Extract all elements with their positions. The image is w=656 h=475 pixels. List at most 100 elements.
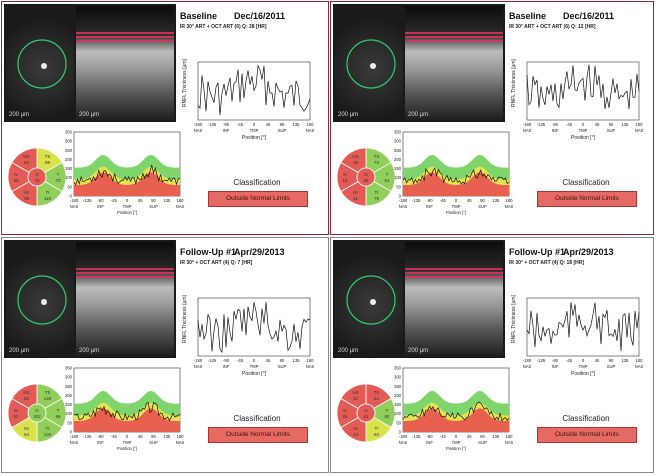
report-panel: 200 µm 200 µm Follow-Up #1 Apr/29/2013 IR 30… [330, 237, 654, 473]
region-label: NAS [523, 364, 532, 369]
x-tick-label: 180 [307, 358, 315, 363]
x-tick-label: -45 [440, 198, 447, 203]
y-tick-label: 200 [394, 157, 402, 162]
sector-g-value: 55 [363, 178, 369, 183]
region-label: INF [426, 440, 433, 445]
x-tick-label: 0 [455, 434, 458, 439]
scale-label: 200 µm [408, 112, 429, 118]
x-tick-label: 0 [126, 198, 129, 203]
sector-ni-value: 43 [353, 432, 359, 437]
band-normal [74, 154, 180, 180]
scan-subtitle: IR 30° + OCT ART (4) Q: 18 [HR] [509, 260, 585, 266]
x-tick-label: -180 [523, 358, 532, 363]
y-tick-label: 50 [396, 184, 401, 189]
region-label: SUP [278, 128, 287, 133]
region-label: SUP [607, 364, 616, 369]
segmentation-line [405, 32, 503, 34]
band-outside [403, 408, 509, 432]
sector-ni-value: 41 [353, 196, 359, 201]
y-tick-label: 350 [394, 130, 402, 135]
band-borderline [74, 166, 180, 186]
region-label: INF [97, 204, 104, 209]
sector-ns-value: 32 [353, 396, 359, 401]
oct-bscan: 200 µm [76, 6, 174, 120]
region-label: SUP [478, 440, 487, 445]
x-tick-label: 135 [163, 434, 171, 439]
x-tick-label: -90 [426, 198, 433, 203]
x-tick-label: -180 [523, 122, 532, 127]
sector-ts-value: 99 [45, 160, 51, 165]
thickness-line [73, 401, 181, 422]
sector-g-value: 102 [33, 414, 41, 419]
x-tick-label: 90 [151, 198, 156, 203]
band-normal [403, 154, 509, 180]
x-tick-label: 135 [293, 358, 301, 363]
y-tick-label: 250 [65, 148, 73, 153]
rnfl-profile-line [526, 64, 640, 110]
x-tick-label: -135 [208, 358, 217, 363]
x-tick-label: -135 [412, 434, 421, 439]
normative-chart: 0 50 100 150 200 250 300 350 -180 -135 -90 -45 0 45 90… [65, 366, 184, 452]
scale-label: 200 µm [338, 348, 359, 354]
sector-g-value: 76 [34, 178, 40, 183]
band-normal [403, 390, 509, 416]
region-label: NAS [70, 204, 79, 209]
region-label: TMP [123, 204, 132, 209]
sector-t-value: 73 [55, 178, 61, 183]
x-tick-label: 45 [138, 434, 143, 439]
scan-circle [17, 275, 67, 325]
x-tick-label: -90 [223, 358, 230, 363]
sector-n-value: 19 [342, 178, 348, 183]
region-label: TMP [579, 128, 588, 133]
x-tick-label: 180 [636, 358, 644, 363]
image-strip: 200 µm 200 µm [333, 240, 505, 358]
report-panel: 200 µm 200 µm Baseline Dec/16/2011 IR 30° AR… [1, 1, 329, 235]
sector-g [356, 403, 376, 423]
position-axis-label: Position [°] [446, 210, 466, 215]
scan-title: Baseline [180, 11, 218, 21]
y-tick-label: 300 [394, 139, 402, 144]
y-tick-label: 300 [394, 375, 402, 380]
rnfl-profile-line [526, 302, 640, 352]
sector-ts-value: 73 [374, 160, 380, 165]
sector-g-name: G [364, 408, 368, 413]
classification-label: Classification [233, 414, 281, 423]
sector-g [356, 167, 376, 187]
x-tick-label: -180 [194, 122, 203, 127]
region-label: TMP [123, 440, 132, 445]
rnfl-profile-line [197, 302, 311, 354]
region-label: SUP [607, 128, 616, 133]
fundus-image: 200 µm [335, 242, 403, 356]
region-label: NAS [399, 440, 408, 445]
x-tick-label: 45 [138, 198, 143, 203]
x-tick-label: -90 [552, 358, 559, 363]
sector-ns-name: NS [352, 390, 358, 395]
y-tick-label: 350 [394, 366, 402, 371]
sector-ni-name: NI [353, 190, 358, 195]
y-tick-label: 100 [394, 411, 402, 416]
y-tick-label: 100 [65, 175, 73, 180]
y-tick-label: 50 [67, 420, 72, 425]
scan-subtitle: IR 30° + OCT ART (4) Q: 7 [HR] [180, 260, 253, 266]
x-tick-label: 0 [253, 358, 256, 363]
x-tick-label: -135 [537, 358, 546, 363]
sector-n-name: N [14, 172, 17, 177]
x-tick-label: -90 [97, 434, 104, 439]
sector-ti-name: TI [46, 190, 50, 195]
classification-label: Classification [562, 414, 610, 423]
thickness-line [402, 167, 510, 185]
sector-n-name: N [343, 408, 346, 413]
sector-g-name: G [364, 172, 368, 177]
sector-ni-name: NI [353, 426, 358, 431]
oct-bscan: 200 µm [76, 242, 174, 356]
sector-ni-value: 64 [24, 432, 30, 437]
sector-t-name: T [57, 408, 60, 413]
sector-ts-name: TS [374, 390, 380, 395]
x-tick-label: -180 [399, 198, 408, 203]
segmentation-line [76, 32, 174, 34]
x-tick-label: 90 [280, 122, 285, 127]
scale-label: 200 µm [79, 112, 100, 118]
scan-circle [17, 39, 67, 89]
